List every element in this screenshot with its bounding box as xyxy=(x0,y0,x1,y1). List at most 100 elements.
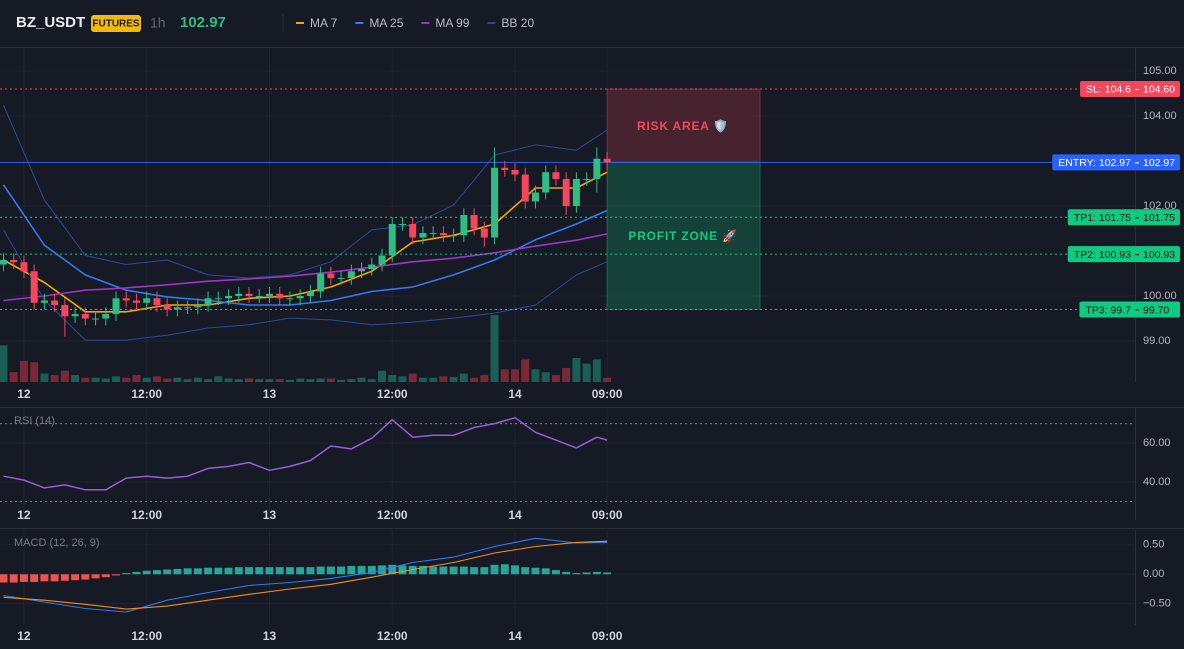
histogram-bar xyxy=(91,574,100,579)
x-tick-label: 12 xyxy=(17,508,31,522)
histogram-bar xyxy=(388,564,397,575)
level-tag xyxy=(1079,301,1180,318)
histogram-bar xyxy=(245,567,254,575)
volume-bar xyxy=(132,374,141,382)
histogram-bar xyxy=(408,565,417,575)
pane-label: RSI (14) xyxy=(14,415,55,427)
volume-bar xyxy=(265,379,274,382)
histogram-bar xyxy=(101,574,110,578)
volume-bar xyxy=(429,377,438,382)
header: BZ_USDT FUTURES 1h 102.97 MA 7 MA 25 MA 99… xyxy=(16,14,534,32)
zone-label: PROFIT ZONE 🚀 xyxy=(628,229,737,243)
y-tick-label: 60.00 xyxy=(1143,437,1171,449)
volume-bar xyxy=(275,379,284,382)
level-tag xyxy=(1052,154,1180,171)
candle-body xyxy=(81,314,89,319)
volume-bar xyxy=(337,379,346,382)
histogram-bar xyxy=(306,567,315,575)
level-tag xyxy=(1067,209,1180,226)
volume-bar xyxy=(71,374,80,382)
y-tick-label: 105.00 xyxy=(1143,65,1177,77)
candle-body xyxy=(163,305,171,310)
histogram-bar xyxy=(152,570,161,575)
x-tick-label: 12 xyxy=(17,629,31,643)
candle-body xyxy=(337,278,345,280)
volume-bar xyxy=(40,373,49,382)
x-tick-label: 12:00 xyxy=(131,387,162,401)
level-name: TP3: 99.7 xyxy=(1085,304,1131,316)
candle-body xyxy=(521,174,529,202)
volume-bar xyxy=(81,377,90,382)
candle-body xyxy=(317,273,325,292)
volume-bar xyxy=(582,363,591,382)
x-tick-label: 09:00 xyxy=(592,629,623,643)
candle-body xyxy=(470,215,478,229)
x-tick-label: 12:00 xyxy=(131,629,162,643)
histogram-bar xyxy=(50,574,59,582)
candle-body xyxy=(0,260,7,265)
histogram-bar xyxy=(316,566,325,575)
histogram-bar xyxy=(551,570,560,575)
histogram-bar xyxy=(439,566,448,575)
level-tag xyxy=(1067,246,1180,263)
histogram-bar xyxy=(0,574,8,583)
x-tick-label: 13 xyxy=(263,629,277,643)
volume-bar xyxy=(367,379,376,382)
volume-bar xyxy=(408,373,417,382)
candle-body xyxy=(480,228,488,238)
candle-body xyxy=(511,169,519,175)
rsi-line xyxy=(3,416,608,491)
pane-label: MACD (12, 26, 9) xyxy=(14,537,100,549)
volume-bar xyxy=(551,374,560,382)
volume-bar xyxy=(562,367,571,382)
x-tick-label: 09:00 xyxy=(592,508,623,522)
candle-body xyxy=(245,293,253,297)
volume-bar xyxy=(449,377,458,382)
histogram-bar xyxy=(418,565,427,575)
candle-body xyxy=(173,307,181,310)
volume-bar xyxy=(388,374,397,382)
zone xyxy=(606,161,761,311)
candle-body xyxy=(40,300,48,303)
level-value: 100.93 xyxy=(1143,249,1175,261)
candle-body xyxy=(102,314,110,319)
macd-line xyxy=(3,537,608,613)
candle-body xyxy=(368,264,376,270)
histogram-bar xyxy=(265,567,274,575)
level-name: ENTRY: 102.97 xyxy=(1058,157,1131,169)
volume-bar xyxy=(19,360,28,382)
histogram-bar xyxy=(480,567,489,575)
histogram-bar xyxy=(490,564,499,575)
histogram-bar xyxy=(204,567,213,575)
legend-label: BB 20 xyxy=(501,16,534,30)
volume-bar xyxy=(439,376,448,382)
histogram-bar xyxy=(81,574,90,580)
histogram-bar xyxy=(398,565,407,575)
volume-bar xyxy=(0,345,8,382)
badge: FUTURES xyxy=(92,19,140,30)
last-price: 102.97 xyxy=(180,14,226,31)
histogram-bar xyxy=(521,567,530,575)
volume-bar xyxy=(592,359,601,382)
candle-body xyxy=(153,298,161,306)
volume-bar xyxy=(30,362,39,382)
candle-body xyxy=(327,273,335,279)
histogram-bar xyxy=(367,565,376,575)
histogram-bar xyxy=(183,568,192,575)
x-tick-label: 13 xyxy=(263,387,277,401)
candle-body xyxy=(71,314,79,317)
candle-body xyxy=(122,298,130,301)
volume-bar xyxy=(398,376,407,382)
histogram-bar xyxy=(275,567,284,575)
legend-label: MA 7 xyxy=(310,16,338,30)
volume-bar xyxy=(480,374,489,382)
level-value: 101.75 xyxy=(1143,212,1175,224)
volume-bar xyxy=(357,377,366,382)
level-name: TP2: 100.93 xyxy=(1074,249,1131,261)
candle-body xyxy=(491,167,499,238)
histogram-bar xyxy=(132,571,141,575)
candle-body xyxy=(542,172,550,193)
volume-bar xyxy=(204,379,213,382)
